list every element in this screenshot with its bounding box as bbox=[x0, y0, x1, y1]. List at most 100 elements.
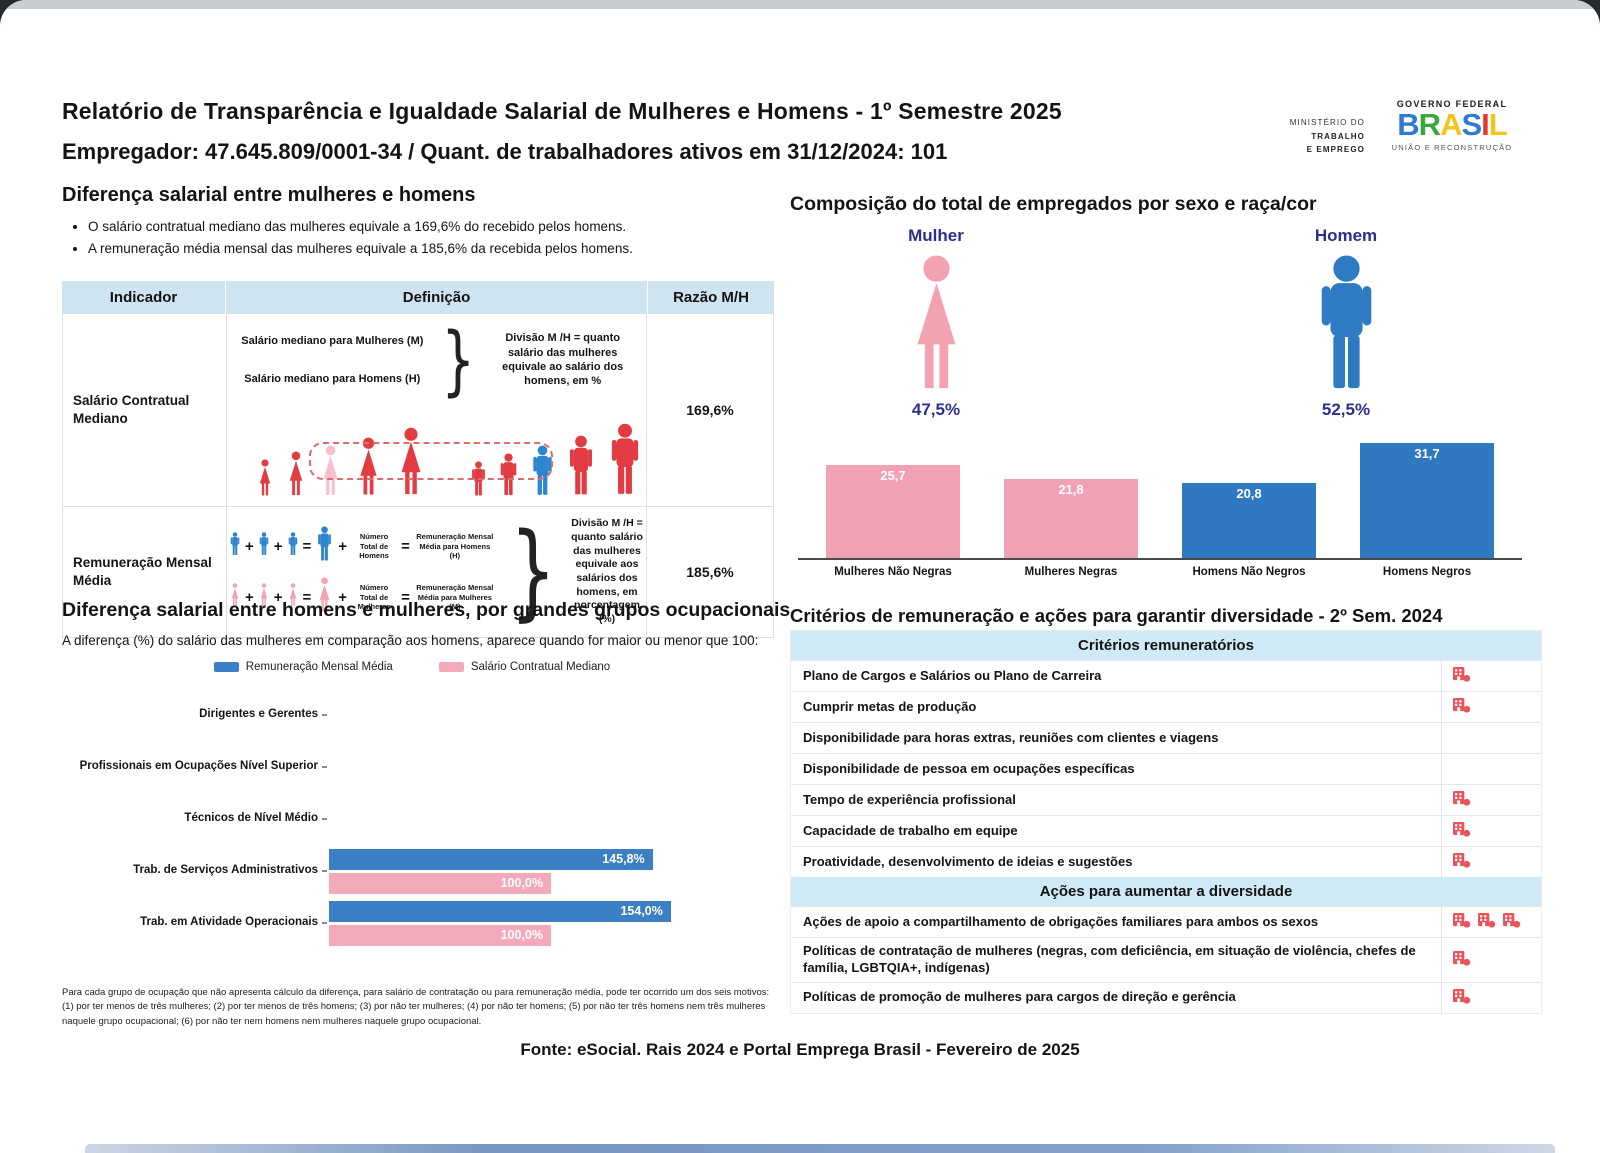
scan-edge-bottom bbox=[85, 1144, 1555, 1153]
person-female-icon bbox=[255, 459, 275, 502]
occupational-row: Trab. de Serviços Administrativos 145,8% 1… bbox=[62, 845, 770, 897]
bar-value-label: 21,8 bbox=[1058, 482, 1084, 498]
women-average-equation: + + = + Número Total de Mulheres = Remuneração… bbox=[229, 577, 496, 618]
bar-value-label: 100,0% bbox=[500, 928, 543, 942]
criteria-row-label: Ações de apoio a compartilhamento de obr… bbox=[803, 913, 1319, 929]
group-percent-mulher: 47,5% bbox=[911, 400, 961, 419]
men-average-equation: + + = + Número Total de Homens = Remuneração M… bbox=[229, 526, 496, 567]
axis-tick-icon bbox=[322, 714, 327, 716]
median-women-label: Salário mediano para Mulheres (M) bbox=[241, 335, 424, 347]
company-building-icon bbox=[1452, 666, 1471, 686]
criteria-row-icons bbox=[1441, 723, 1541, 753]
brasil-letter: I bbox=[1481, 107, 1490, 142]
criteria-table: Critérios remuneratórios Plano de Cargos … bbox=[790, 630, 1542, 1014]
composition-bar-column: 21,8 bbox=[982, 438, 1160, 558]
criteria-row: Políticas de promoção de mulheres para c… bbox=[791, 981, 1541, 1013]
ratio-value: 185,6% bbox=[686, 564, 734, 580]
operator: + bbox=[338, 538, 348, 555]
bar-value-label: 20,8 bbox=[1236, 485, 1262, 501]
person-female-icon bbox=[393, 427, 429, 502]
bar-category-label: Homens Não Negros bbox=[1192, 566, 1306, 578]
indicator-table: Indicador Definição Razão M/H Salário Co… bbox=[62, 281, 774, 638]
gov-slogan: UNIÃO E RECONSTRUÇÃO bbox=[1391, 142, 1513, 152]
bar-value-label: 31,7 bbox=[1414, 446, 1440, 462]
occupational-row: Dirigentes e Gerentes bbox=[62, 689, 770, 741]
person-female-icon bbox=[317, 445, 344, 502]
section-title-occupational: Diferença salarial entre homens e mulher… bbox=[62, 599, 791, 621]
axis-tick-icon bbox=[322, 870, 327, 872]
operator: = bbox=[302, 589, 312, 606]
person-female-icon bbox=[315, 577, 334, 618]
criteria-row-icons bbox=[1441, 661, 1541, 691]
chart-legend: Remuneração Mensal Média Salário Contrat… bbox=[62, 661, 762, 673]
legend-item-remuneracao: Remuneração Mensal Média bbox=[213, 661, 393, 673]
criteria-row: Tempo de experiência profissional bbox=[791, 784, 1541, 815]
criteria-row-icons bbox=[1441, 938, 1541, 982]
company-building-icon bbox=[1452, 821, 1471, 841]
definition-cell: Salário mediano para Mulheres (M) Salári… bbox=[226, 314, 647, 506]
company-building-icon bbox=[1452, 912, 1471, 932]
bar-value-label: 145,8% bbox=[602, 852, 645, 866]
ministry-line-1: MINISTÉRIO DO bbox=[1289, 118, 1365, 127]
composition-bar: 20,8 bbox=[1182, 482, 1316, 558]
salary-gap-bullets: O salário contratual mediano das mulhere… bbox=[70, 212, 748, 263]
criteria-row-label: Disponibilidade para horas extras, reuni… bbox=[803, 729, 1219, 745]
operator: + bbox=[273, 538, 283, 555]
occupational-bar: 145,8% bbox=[329, 848, 653, 870]
criteria-row-label: Tempo de experiência profissional bbox=[803, 791, 1016, 807]
indicator-label: Remuneração Mensal Média bbox=[73, 555, 212, 588]
ministry-logo: MINISTÉRIO DO TRABALHO E EMPREGO bbox=[1250, 116, 1365, 157]
source-footer: Fonte: eSocial. Rais 2024 e Portal Empre… bbox=[520, 1040, 1080, 1059]
criteria-row-label: Capacidade de trabalho em equipe bbox=[803, 822, 1018, 838]
criteria-row-icons bbox=[1441, 907, 1541, 937]
median-men-label: Salário mediano para Homens (H) bbox=[244, 373, 421, 385]
bar-category-label: Mulheres Não Negras bbox=[834, 566, 952, 578]
table-row: Remuneração Mensal Média + + = + Número Tota… bbox=[63, 506, 773, 637]
person-female-icon bbox=[229, 583, 241, 612]
count-label: Número Total de Mulheres bbox=[357, 583, 391, 612]
legend-swatch-blue bbox=[213, 662, 239, 672]
occupational-category-label: Técnicos de Nível Médio bbox=[184, 812, 318, 825]
brace-glyph: } bbox=[509, 510, 557, 633]
brasil-letter: A bbox=[1440, 107, 1462, 142]
brace-glyph: } bbox=[441, 314, 476, 404]
indicator-table-header: Indicador Definição Razão M/H bbox=[62, 281, 774, 314]
person-male-icon bbox=[565, 435, 597, 502]
operator: + bbox=[273, 589, 283, 606]
person-female-icon bbox=[284, 451, 308, 502]
gov-federal-logo: GOVERNO FEDERAL BRASIL UNIÃO E RECONSTRU… bbox=[1382, 99, 1522, 152]
person-female-icon bbox=[287, 583, 299, 612]
gov-federal-label: GOVERNO FEDERAL bbox=[1396, 99, 1508, 109]
occupational-row: Profissionais em Ocupações Nível Superio… bbox=[62, 741, 770, 793]
group-men: Homem 52,5% bbox=[1276, 226, 1416, 420]
person-male-icon bbox=[287, 532, 299, 561]
criteria-row: Disponibilidade para horas extras, reuni… bbox=[791, 722, 1541, 753]
operator: = bbox=[302, 538, 312, 555]
chart-footnote: Para cada grupo de ocupação que não apre… bbox=[62, 987, 770, 1027]
col-header-definicao: Definição bbox=[226, 281, 647, 314]
bar-value-label: 100,0% bbox=[500, 876, 543, 890]
bullet-median-salary: O salário contratual mediano das mulhere… bbox=[88, 219, 748, 234]
occupational-category-label: Trab. de Serviços Administrativos bbox=[133, 864, 318, 877]
brasil-letter: B bbox=[1397, 107, 1419, 142]
axis-tick-icon bbox=[322, 922, 327, 924]
page-title: Relatório de Transparência e Igualdade S… bbox=[62, 98, 1062, 124]
axis-tick-icon bbox=[322, 818, 327, 820]
company-building-icon bbox=[1452, 988, 1471, 1008]
legend-swatch-pink bbox=[438, 662, 464, 672]
criteria-row: Cumprir metas de produção bbox=[791, 691, 1541, 722]
division-note: Divisão M /H = quanto salário das mulher… bbox=[502, 332, 624, 388]
criteria-row: Capacidade de trabalho em equipe bbox=[791, 815, 1541, 846]
criteria-row-label: Proatividade, desenvolvimento de ideias … bbox=[803, 853, 1133, 869]
occupational-row: Técnicos de Nível Médio bbox=[62, 793, 770, 845]
composition-bar: 25,7 bbox=[826, 464, 960, 558]
criteria-row-label: Cumprir metas de produção bbox=[803, 698, 977, 714]
group-percent-homem: 52,5% bbox=[1321, 400, 1371, 419]
count-label: Número Total de Homens bbox=[359, 532, 389, 561]
occupational-subtitle: A diferença (%) do salário das mulheres … bbox=[62, 633, 759, 648]
criteria-row-icons bbox=[1441, 847, 1541, 877]
brasil-letter: L bbox=[1488, 107, 1508, 142]
company-building-icon bbox=[1452, 790, 1471, 810]
ministry-line-3: E EMPREGO bbox=[1306, 145, 1365, 155]
